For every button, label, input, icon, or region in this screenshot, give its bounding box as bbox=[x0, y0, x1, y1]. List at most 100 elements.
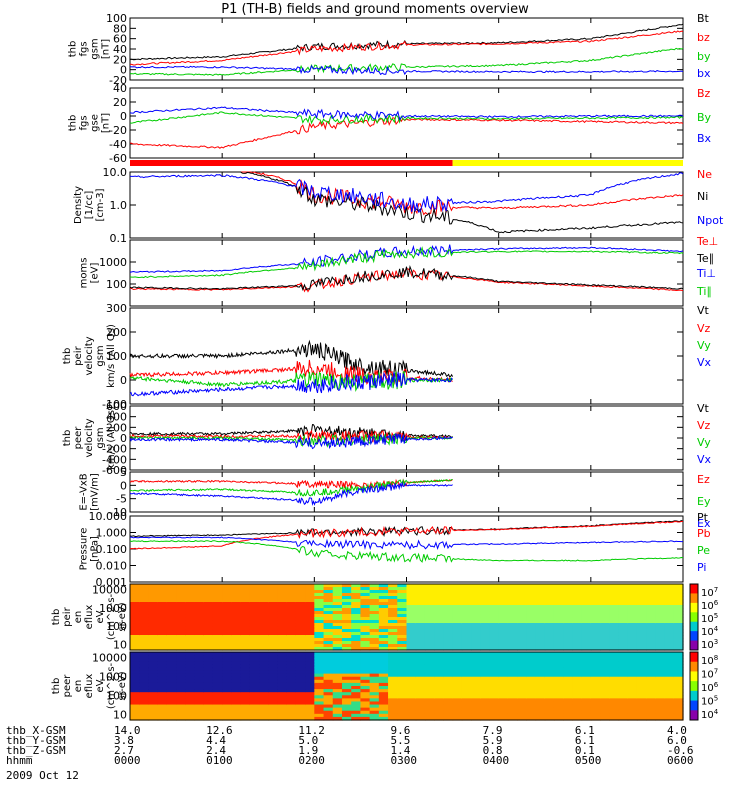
spectrogram-cell bbox=[166, 698, 177, 703]
spectrogram-cell bbox=[609, 713, 620, 718]
spectrogram-cell bbox=[295, 590, 306, 594]
spectrogram-cell bbox=[489, 629, 500, 633]
spectrogram-cell bbox=[590, 605, 601, 609]
spectrogram-cell bbox=[452, 590, 463, 594]
spectrogram-cell bbox=[544, 701, 555, 706]
spectrogram-cell bbox=[185, 647, 196, 651]
legend-By: By bbox=[697, 111, 712, 124]
spectrogram-cell bbox=[507, 614, 518, 618]
spectrogram-cell bbox=[166, 590, 177, 594]
spectrogram-cell bbox=[148, 629, 159, 633]
spectrogram-cell bbox=[139, 587, 150, 591]
spectrogram-cell bbox=[341, 716, 352, 721]
spectrogram-cell bbox=[148, 587, 159, 591]
spectrogram-cell bbox=[231, 704, 242, 709]
spectrogram-cell bbox=[139, 596, 150, 600]
spectrogram-cell bbox=[498, 596, 509, 600]
spectrogram-cell bbox=[627, 590, 638, 594]
spectrogram-cell bbox=[443, 689, 454, 693]
spectrogram-cell bbox=[240, 682, 251, 687]
spectrogram-cell bbox=[176, 623, 186, 627]
spectrogram-cell bbox=[434, 673, 444, 678]
spectrogram-cell bbox=[314, 590, 325, 594]
spectrogram-cell bbox=[443, 670, 454, 675]
spectrogram-cell bbox=[222, 670, 232, 675]
spectrogram-cell bbox=[176, 667, 186, 672]
spectrogram-cell bbox=[664, 673, 675, 678]
spectrogram-cell bbox=[185, 635, 196, 639]
spectrogram-cell bbox=[148, 620, 159, 624]
spectrogram-cell bbox=[203, 689, 214, 693]
y-tick-label: 1000 bbox=[99, 671, 127, 684]
spectrogram-cell bbox=[323, 713, 334, 718]
footer-value: 9.6 bbox=[390, 724, 411, 737]
spectrogram-cell bbox=[397, 641, 408, 645]
colorbar-tick-label: 105 bbox=[701, 612, 718, 625]
spectrogram-cell bbox=[139, 679, 150, 684]
spectrogram-cell bbox=[424, 629, 435, 633]
spectrogram-cell bbox=[471, 623, 481, 627]
spectrogram-cell bbox=[305, 602, 315, 606]
spectrogram-cell bbox=[517, 661, 527, 665]
spectrogram-cell bbox=[194, 635, 205, 639]
spectrogram-cell bbox=[600, 629, 610, 633]
spectrogram-cell bbox=[673, 617, 684, 621]
spectrogram-cell bbox=[341, 644, 352, 648]
spectrogram-cell bbox=[139, 695, 150, 699]
series-line-Ni bbox=[130, 171, 684, 234]
spectrogram-cell bbox=[572, 661, 583, 665]
series-line-by bbox=[129, 47, 684, 76]
spectrogram-cell bbox=[424, 698, 435, 703]
spectrogram-cell bbox=[240, 602, 251, 606]
colorbar-segment bbox=[690, 584, 698, 594]
spectrogram-cell bbox=[212, 632, 223, 636]
spectrogram-cell bbox=[249, 629, 260, 633]
spectrogram-cell bbox=[507, 689, 518, 693]
spectrogram-cell bbox=[526, 701, 537, 706]
spectrogram-cell bbox=[507, 605, 518, 609]
spectrogram-cell bbox=[176, 710, 186, 715]
spectrogram-cell bbox=[471, 679, 481, 684]
spectrogram-cell bbox=[231, 620, 242, 624]
panel-frame bbox=[129, 239, 684, 307]
spectrogram-cell bbox=[332, 692, 343, 696]
spectrogram-cell bbox=[277, 667, 288, 672]
spectrogram-cell bbox=[424, 614, 435, 618]
spectrogram-cell bbox=[277, 587, 288, 591]
spectrogram-cell bbox=[314, 608, 325, 612]
spectrogram-cell bbox=[360, 602, 371, 606]
spectrogram-cell bbox=[212, 679, 223, 684]
spectrogram-cell bbox=[553, 670, 564, 675]
spectrogram-cell bbox=[397, 692, 408, 696]
y-tick-label: 10 bbox=[113, 638, 127, 651]
spectrogram-cell bbox=[535, 605, 546, 609]
spectrogram-cell bbox=[323, 644, 334, 648]
spectrogram-cell bbox=[406, 704, 417, 709]
spectrogram-cell bbox=[618, 608, 629, 612]
spectrogram-cell bbox=[406, 679, 417, 684]
spectrogram-cell bbox=[157, 620, 168, 624]
spectrogram-cell bbox=[517, 593, 527, 597]
spectrogram-cell bbox=[415, 679, 426, 684]
spectrogram-cell bbox=[434, 608, 444, 612]
spectrogram-cell bbox=[507, 626, 518, 630]
spectrogram-cell bbox=[231, 695, 242, 699]
spectrogram-cell bbox=[535, 667, 546, 672]
spectrogram-cell bbox=[203, 638, 214, 642]
spectrogram-cell bbox=[600, 686, 610, 690]
spectrogram-cell bbox=[351, 599, 362, 603]
spectrogram-cell bbox=[397, 716, 408, 721]
spectrogram-cell bbox=[655, 658, 666, 662]
spectrogram-cell bbox=[618, 614, 629, 618]
spectrogram-cell bbox=[369, 596, 380, 600]
spectrogram-cell bbox=[544, 593, 555, 597]
spectrogram-cell bbox=[535, 686, 546, 690]
spectrogram-cell bbox=[249, 617, 260, 621]
spectrogram-cell bbox=[664, 661, 675, 665]
spectrogram-cell bbox=[130, 655, 140, 659]
spectrogram-cell bbox=[314, 596, 325, 600]
spectrogram-cell bbox=[618, 686, 629, 690]
spectrogram-cell bbox=[480, 593, 491, 597]
spectrogram-cell bbox=[231, 655, 242, 659]
spectrogram-cell bbox=[351, 638, 362, 642]
